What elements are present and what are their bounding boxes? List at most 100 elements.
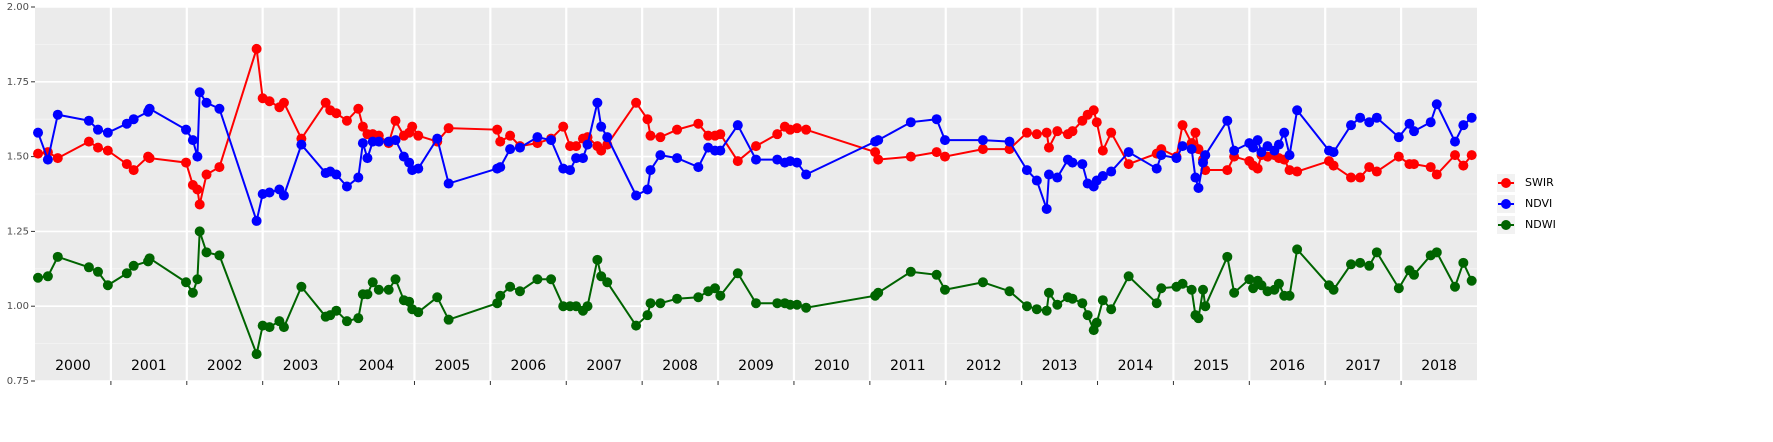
point xyxy=(144,253,155,264)
point xyxy=(873,135,884,146)
point xyxy=(144,153,155,164)
point xyxy=(642,310,653,321)
point xyxy=(214,103,225,114)
point xyxy=(1123,159,1134,170)
point xyxy=(495,162,506,173)
point xyxy=(1409,159,1420,170)
point xyxy=(278,322,289,333)
point xyxy=(1229,145,1240,156)
point xyxy=(791,123,802,134)
point xyxy=(373,136,384,147)
point xyxy=(443,178,454,189)
point xyxy=(1097,145,1108,156)
point xyxy=(1041,127,1052,138)
point xyxy=(1346,172,1357,183)
point xyxy=(251,215,262,226)
point xyxy=(390,274,401,285)
legend-key-point xyxy=(1501,178,1511,188)
year-label: 2018 xyxy=(1421,358,1457,374)
point xyxy=(128,165,139,176)
year-label: 2014 xyxy=(1118,358,1154,374)
point xyxy=(83,115,94,126)
point xyxy=(905,266,916,277)
point xyxy=(52,153,63,164)
point xyxy=(443,314,454,325)
point xyxy=(1284,165,1295,176)
point xyxy=(732,268,743,279)
point xyxy=(931,114,942,125)
point xyxy=(320,97,331,108)
point xyxy=(693,162,704,173)
point xyxy=(645,298,656,309)
point xyxy=(1393,151,1404,162)
point xyxy=(341,181,352,192)
point xyxy=(407,121,418,132)
legend-key-point xyxy=(1501,199,1511,209)
point xyxy=(532,274,543,285)
point xyxy=(1466,150,1477,161)
year-label: 2017 xyxy=(1345,358,1381,374)
point xyxy=(1151,298,1162,309)
point xyxy=(181,124,192,135)
point xyxy=(367,277,378,288)
point xyxy=(1097,295,1108,306)
point xyxy=(42,271,53,282)
point xyxy=(1004,286,1015,297)
point xyxy=(602,277,613,288)
point xyxy=(703,130,714,141)
point xyxy=(582,139,593,150)
point xyxy=(331,169,342,180)
year-label: 2006 xyxy=(510,358,546,374)
point xyxy=(278,97,289,108)
point xyxy=(432,133,443,144)
point xyxy=(52,251,63,262)
point xyxy=(1193,183,1204,194)
point xyxy=(1371,166,1382,177)
point xyxy=(187,287,198,298)
point xyxy=(1466,275,1477,286)
point xyxy=(362,153,373,164)
point xyxy=(121,159,132,170)
point xyxy=(331,108,342,119)
point xyxy=(791,299,802,310)
point xyxy=(102,127,113,138)
point xyxy=(791,157,802,168)
point xyxy=(977,277,988,288)
point xyxy=(1292,244,1303,255)
point xyxy=(1328,284,1339,295)
point xyxy=(492,298,503,309)
point xyxy=(214,162,225,173)
point xyxy=(278,190,289,201)
point xyxy=(1371,247,1382,258)
point xyxy=(201,169,212,180)
point xyxy=(801,302,812,313)
point xyxy=(751,154,761,165)
point xyxy=(1021,165,1032,176)
point xyxy=(102,280,113,291)
point xyxy=(1156,150,1167,161)
year-label: 2005 xyxy=(435,358,471,374)
point xyxy=(1328,147,1339,158)
y-tick-label: 1.25 xyxy=(7,226,29,237)
point xyxy=(192,151,203,162)
year-label: 2013 xyxy=(1042,358,1078,374)
point xyxy=(577,153,588,164)
year-label: 2015 xyxy=(1194,358,1230,374)
legend-label: NDVI xyxy=(1525,197,1552,210)
y-tick-label: 1.00 xyxy=(7,301,29,312)
point xyxy=(1088,105,1099,116)
point xyxy=(1043,142,1054,153)
point xyxy=(1449,150,1460,161)
point xyxy=(128,260,139,271)
point xyxy=(873,287,884,298)
point xyxy=(1364,260,1375,271)
point xyxy=(1171,153,1182,164)
point xyxy=(1082,310,1093,321)
point xyxy=(1284,150,1295,161)
year-label: 2012 xyxy=(966,358,1002,374)
point xyxy=(1091,117,1102,128)
point xyxy=(1077,159,1088,170)
point xyxy=(772,154,783,165)
point xyxy=(1252,135,1263,146)
legend-label: NDWI xyxy=(1525,218,1556,231)
